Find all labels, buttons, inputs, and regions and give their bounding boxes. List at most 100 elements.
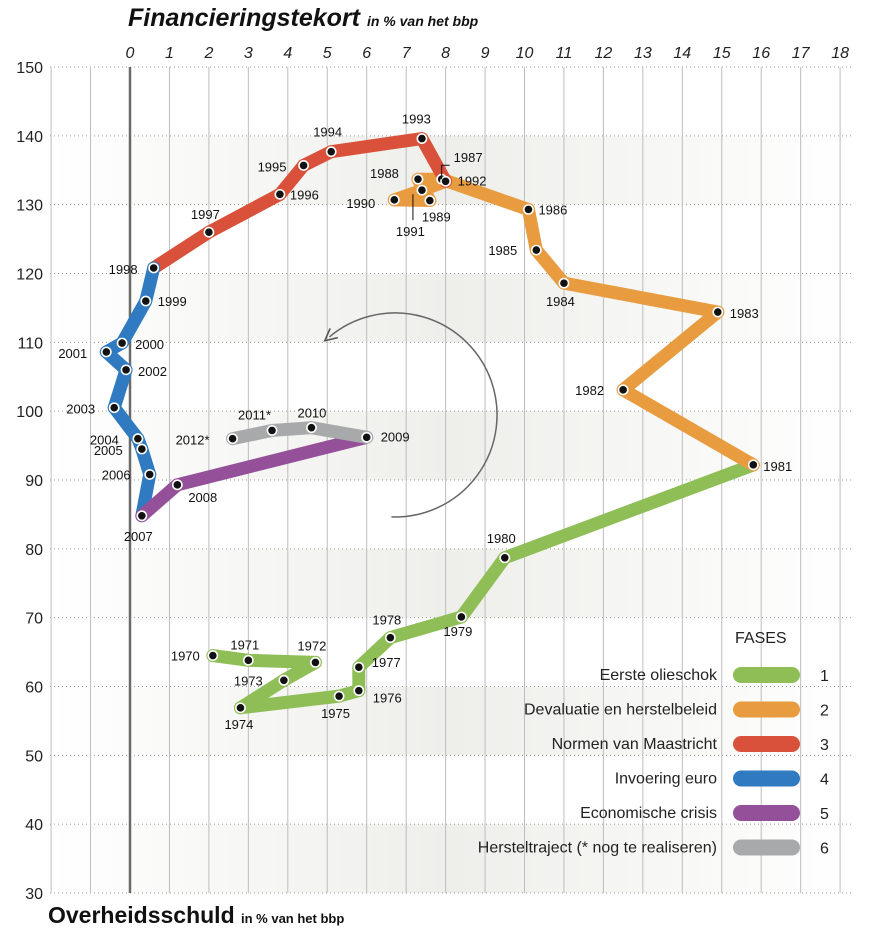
legend: FASES Eerste olieschok 1 Devaluatie en hers… bbox=[478, 630, 829, 858]
legend-label: Eerste olieschok bbox=[600, 667, 718, 684]
data-point bbox=[274, 188, 286, 200]
y-tick-label: 150 bbox=[16, 60, 43, 77]
point-label: 1978 bbox=[372, 613, 401, 628]
band bbox=[50, 548, 852, 618]
axis-title-bottom-main: Overheidsschuld bbox=[48, 902, 235, 928]
data-point bbox=[388, 194, 400, 206]
phase-segment bbox=[147, 225, 216, 275]
point-label: 1984 bbox=[546, 294, 575, 309]
x-tick-label: 3 bbox=[244, 45, 253, 62]
data-point bbox=[440, 175, 451, 187]
phase-segment bbox=[529, 243, 571, 290]
point-label: 1972 bbox=[297, 638, 326, 653]
legend-number: 6 bbox=[820, 841, 829, 858]
legend-number: 3 bbox=[820, 737, 829, 754]
data-point bbox=[132, 433, 144, 445]
phase-segment bbox=[202, 187, 287, 239]
data-point bbox=[144, 469, 156, 480]
legend-number: 1 bbox=[820, 668, 829, 685]
point-label: 1970 bbox=[171, 649, 200, 664]
data-points bbox=[100, 133, 759, 714]
point-label: 1981 bbox=[763, 459, 792, 474]
legend-number: 4 bbox=[820, 772, 829, 789]
data-point bbox=[306, 422, 317, 434]
point-label: 2007 bbox=[124, 529, 153, 544]
phase-segment bbox=[616, 383, 760, 472]
data-point bbox=[242, 654, 254, 666]
x-tick-label: 2 bbox=[203, 45, 213, 62]
x-tick-label: 4 bbox=[283, 45, 292, 62]
data-point bbox=[361, 431, 373, 443]
y-tick-label: 130 bbox=[16, 198, 43, 215]
data-point bbox=[136, 510, 148, 522]
point-label: 1987 bbox=[454, 150, 483, 165]
data-point bbox=[353, 685, 365, 697]
point-label: 1975 bbox=[321, 706, 350, 721]
x-tick-label: 9 bbox=[481, 45, 490, 62]
point-label: 1990 bbox=[346, 196, 375, 211]
cycle-arrow bbox=[323, 312, 498, 518]
y-tick-label: 140 bbox=[16, 129, 43, 146]
data-point bbox=[455, 611, 467, 623]
point-label: 1999 bbox=[158, 294, 187, 309]
point-label: 1980 bbox=[487, 531, 516, 546]
x-tick-label: 0 bbox=[126, 45, 135, 62]
legend-label: Economische crisis bbox=[580, 805, 717, 822]
phase-segment bbox=[435, 172, 535, 216]
data-point bbox=[384, 632, 396, 644]
phase-segment bbox=[352, 631, 397, 674]
x-tick-label: 12 bbox=[595, 45, 613, 62]
y-tick-label: 100 bbox=[16, 404, 43, 421]
leader-line bbox=[441, 164, 450, 180]
phase-segment bbox=[170, 430, 374, 492]
band bbox=[50, 824, 852, 893]
axis-title-bottom-sub: in % van het bbp bbox=[241, 911, 345, 926]
data-point bbox=[203, 226, 215, 238]
point-label: 1993 bbox=[402, 112, 431, 127]
x-tick-label: 8 bbox=[441, 45, 450, 62]
data-point bbox=[412, 173, 424, 185]
point-label: 2010 bbox=[297, 406, 326, 421]
data-point bbox=[416, 184, 428, 196]
data-point bbox=[523, 204, 534, 215]
legend-label: Hersteltraject (* nog te realiseren) bbox=[478, 840, 717, 857]
point-label: 1995 bbox=[258, 159, 287, 174]
x-tick-label: 5 bbox=[323, 45, 332, 62]
point-labels: 1970 1971 1972 1973 1974 1975 1976 1977 1978 1979… bbox=[58, 112, 792, 732]
point-label: 1982 bbox=[575, 383, 604, 398]
x-tick-label: 17 bbox=[792, 45, 811, 62]
data-point bbox=[325, 146, 337, 158]
x-tick-label: 16 bbox=[752, 45, 770, 62]
data-point bbox=[298, 160, 309, 171]
x-tick-label: 13 bbox=[634, 45, 652, 62]
x-axis: 0 1 2 3 4 5 6 7 8 9 10 11 12 13 14 15 16 17 18 bbox=[126, 45, 850, 62]
y-tick-label: 90 bbox=[25, 473, 43, 490]
data-point bbox=[108, 402, 120, 414]
point-label: 1974 bbox=[224, 717, 253, 732]
axis-title-bottom: Overheidsschuld in % van het bbp bbox=[48, 902, 344, 929]
data-point bbox=[148, 262, 160, 274]
legend-label: Devaluatie en herstelbeleid bbox=[524, 702, 717, 719]
point-label: 1986 bbox=[538, 202, 567, 217]
data-point bbox=[747, 459, 759, 471]
point-label: 1988 bbox=[370, 166, 399, 181]
point-label: 1985 bbox=[488, 243, 517, 258]
background-bands bbox=[50, 135, 852, 893]
point-label: 2011* bbox=[238, 407, 271, 422]
data-point bbox=[558, 277, 570, 289]
band bbox=[50, 135, 852, 205]
point-label: 1998 bbox=[109, 262, 138, 277]
phase-segment bbox=[226, 423, 279, 446]
legend-label: Normen van Maastricht bbox=[552, 736, 718, 753]
point-label: 2012* bbox=[176, 433, 210, 448]
chart-title-main: Financieringstekort bbox=[128, 4, 360, 32]
legend-title: FASES bbox=[735, 630, 787, 647]
point-label: 2003 bbox=[66, 402, 95, 417]
x-tick-label: 15 bbox=[713, 45, 731, 62]
data-point bbox=[120, 364, 132, 376]
band bbox=[50, 686, 852, 756]
point-label: 2008 bbox=[188, 490, 217, 505]
point-label: 1989 bbox=[422, 210, 451, 225]
legend-label: Invoering euro bbox=[615, 771, 717, 788]
